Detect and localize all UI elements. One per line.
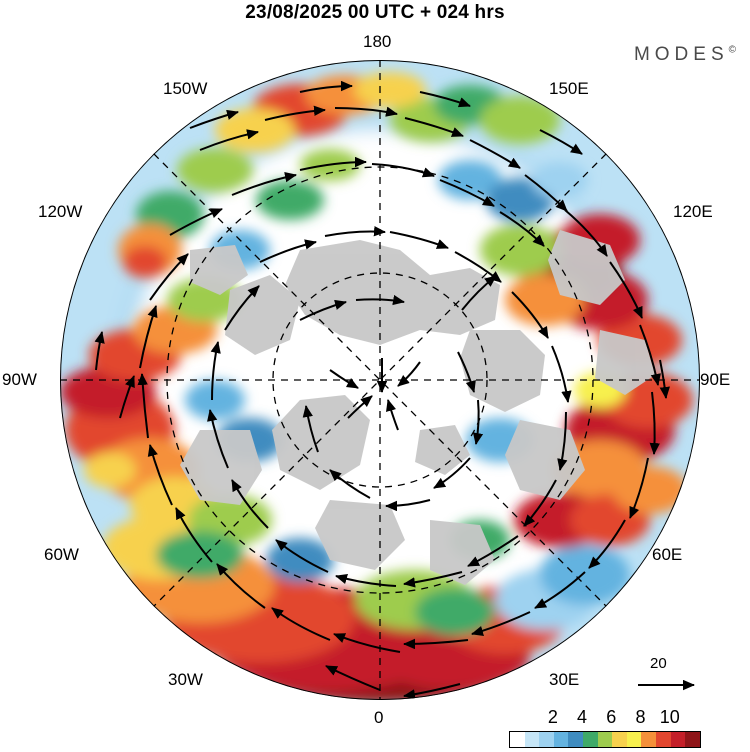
lon-label-30E: 30E <box>549 670 580 689</box>
colorbar-tick-label: 4 <box>577 707 588 727</box>
lon-label-150E: 150E <box>549 79 589 98</box>
vector-scale-arrow-icon <box>638 679 695 691</box>
colorbar-tick-label: 6 <box>606 707 617 727</box>
vector-scale-label: 20 <box>650 655 667 672</box>
lon-label-60W: 60W <box>44 545 79 564</box>
colorbar-swatch <box>612 732 627 747</box>
colorbar-swatch <box>670 732 686 747</box>
wind-vectors <box>94 80 670 700</box>
field-layer <box>60 60 700 700</box>
lon-label-180: 180 <box>363 32 392 51</box>
field-blobs <box>60 72 693 700</box>
lon-label-30W: 30W <box>168 670 203 689</box>
colorbar-swatch <box>656 732 671 747</box>
colorbar-swatch <box>568 732 584 747</box>
modes-logo: MODES© <box>634 44 736 66</box>
lon-label-90W: 90W <box>2 370 37 389</box>
colorbar[interactable] <box>509 731 701 748</box>
colorbar-swatch <box>685 732 700 747</box>
copyright-icon: © <box>728 44 736 56</box>
lon-label-60E: 60E <box>652 545 683 564</box>
colorbar-swatch <box>524 732 540 747</box>
colorbar-swatch <box>597 732 613 747</box>
page-title: 23/08/2025 00 UTC + 024 hrs <box>245 2 505 23</box>
colorbar-swatch <box>539 732 554 747</box>
land-layer <box>180 230 655 585</box>
colorbar-swatch <box>626 732 642 747</box>
lon-label-150W: 150W <box>163 79 208 98</box>
vector-scale-legend: 20 <box>636 655 716 699</box>
colorbar-swatch <box>510 732 525 747</box>
colorbar-tick-label: 8 <box>635 707 646 727</box>
colorbar-swatch <box>553 732 569 747</box>
lon-label-120W: 120W <box>38 202 83 221</box>
colorbar-tick-label: 10 <box>659 707 680 727</box>
lon-label-0: 0 <box>374 708 384 727</box>
graticule <box>60 60 700 700</box>
logo-text: MODES <box>633 44 729 65</box>
colorbar-swatch <box>583 732 598 747</box>
lon-label-90E: 90E <box>700 370 731 389</box>
colorbar-swatch <box>641 732 657 747</box>
lon-label-120E: 120E <box>673 202 713 221</box>
colorbar-ticks: 2 4 6 8 10 <box>509 707 699 729</box>
colorbar-tick-label: 2 <box>547 707 558 727</box>
